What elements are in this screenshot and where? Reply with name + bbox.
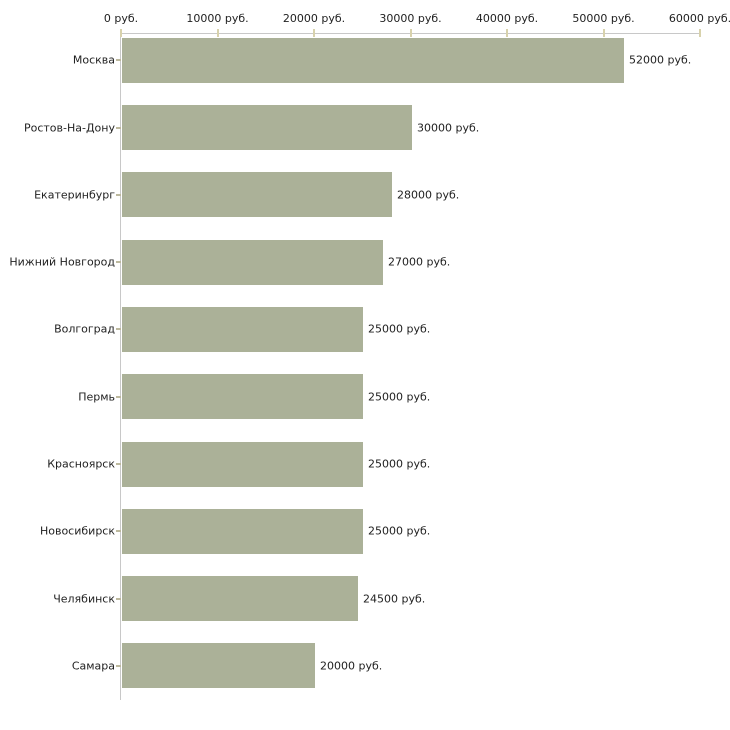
category-tick-mark [116,193,121,196]
category-tick-mark [116,126,121,129]
x-axis-tick-label: 0 руб. [103,12,139,25]
category-tick-mark [116,664,121,667]
category-label: Нижний Новгород [9,255,115,269]
bar [122,306,363,352]
x-axis-tick-label: 10000 руб. [186,12,249,25]
x-axis-tick-label: 40000 руб. [475,12,539,25]
x-axis-tick-mark [409,29,412,37]
bar [122,643,315,689]
x-axis-tick-mark [216,29,219,37]
bar [122,508,363,554]
bar [122,37,624,83]
category-label: Новосибирск [39,524,115,538]
category-label: Волгоград [54,322,115,336]
value-label: 27000 руб. [388,255,451,269]
category-label: Челябинск [53,592,115,606]
category-label: Ростов-На-Дону [23,121,115,134]
value-label: 24500 руб. [363,592,426,606]
bar [122,576,358,622]
category-tick-mark [116,395,121,398]
bar [122,105,412,150]
value-label: 28000 руб. [397,188,460,202]
category-tick-mark [116,530,121,533]
value-label: 25000 руб. [368,524,431,538]
x-axis-tick-mark [699,29,701,37]
bar [122,239,383,285]
x-axis-tick-mark [313,29,315,37]
x-axis-tick-mark [506,29,508,37]
value-label: 20000 руб. [320,659,383,673]
x-axis-tick-mark [602,29,605,37]
value-label: 25000 руб. [368,322,431,336]
category-tick-mark [116,463,121,465]
x-axis-tick-label: 60000 руб. [668,12,730,25]
category-tick-mark [116,261,121,264]
x-axis-tick-label: 20000 руб. [282,12,346,25]
category-tick-mark [116,597,121,600]
category-label: Москва [72,53,115,67]
category-label: Самара [71,659,115,673]
category-tick-mark [116,328,121,331]
bar [122,441,363,487]
value-label: 30000 руб. [417,121,480,134]
x-axis-tick-label: 50000 руб. [572,12,635,25]
category-label: Пермь [78,390,115,404]
value-label: 52000 руб. [629,53,692,67]
value-label: 25000 руб. [368,390,431,404]
bar [122,172,392,218]
category-label: Красноярск [47,457,115,471]
y-axis-line [120,33,121,700]
category-label: Екатеринбург [34,188,115,202]
category-tick-mark [116,59,121,62]
x-axis-tick-mark [120,29,122,37]
x-axis-tick-label: 30000 руб. [379,12,442,25]
bar [122,374,363,420]
value-label: 25000 руб. [368,457,431,471]
